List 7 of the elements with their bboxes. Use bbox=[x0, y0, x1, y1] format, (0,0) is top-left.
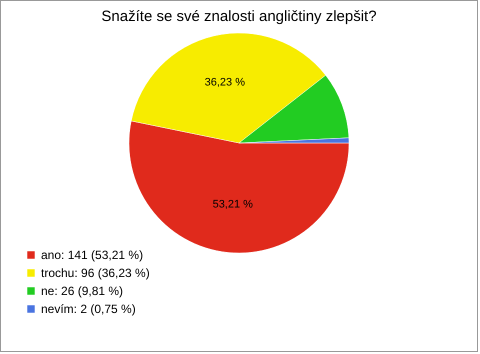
legend-label: trochu: 96 (36,23 %) bbox=[41, 266, 150, 280]
data-label: 36,23 % bbox=[204, 76, 246, 89]
legend-label: nevím: 2 (0,75 %) bbox=[41, 302, 136, 316]
chart-title: Snažíte se své znalosti angličtiny zlepšit? bbox=[101, 8, 377, 25]
legend-label: ne: 26 (9,81 %) bbox=[41, 284, 124, 298]
data-label: 53,21 % bbox=[212, 198, 254, 211]
legend-label: ano: 141 (53,21 %) bbox=[41, 248, 144, 262]
